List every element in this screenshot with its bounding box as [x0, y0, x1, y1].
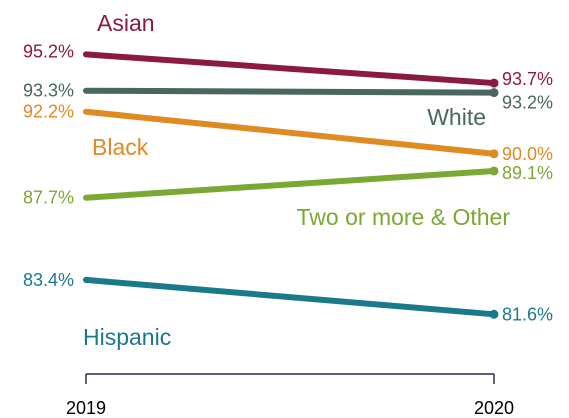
series-group: 95.2% 93.7% Asian 93.3% 93.2% White 92.2% 90.0%…	[23, 10, 553, 350]
x-tick-label-2019: 2019	[66, 398, 106, 418]
value-label-2019-white: 93.3%	[23, 81, 74, 101]
series-name-label-black: Black	[92, 134, 149, 160]
value-label-2019-two-or-more-other: 87.7%	[23, 188, 74, 208]
series-name-label-two-or-more-other: Two or more & Other	[297, 204, 511, 230]
value-label-2020-hispanic: 81.6%	[502, 304, 553, 324]
series-line-two-or-more-other	[83, 167, 497, 201]
series-end-marker-black	[489, 149, 499, 159]
value-label-2020-asian: 93.7%	[502, 69, 553, 89]
series-line-black	[83, 108, 497, 157]
value-label-2020-black: 90.0%	[502, 144, 553, 164]
x-tick-label-2020: 2020	[474, 398, 514, 418]
series-line-hispanic	[83, 276, 497, 318]
value-label-2019-hispanic: 83.4%	[23, 270, 74, 290]
series-name-label-hispanic: Hispanic	[83, 324, 171, 350]
series-name-label-white: White	[427, 104, 486, 130]
value-label-2020-two-or-more-other: 89.1%	[502, 163, 553, 183]
series-end-marker-hispanic	[489, 309, 499, 319]
value-label-2020-white: 93.2%	[502, 93, 553, 113]
value-label-2019-asian: 95.2%	[23, 41, 74, 61]
series-line-white	[83, 87, 497, 96]
series-end-marker-asian	[489, 78, 499, 88]
series-end-marker-white	[489, 88, 499, 98]
series-line-asian	[83, 51, 497, 87]
series-name-label-asian: Asian	[97, 10, 155, 36]
value-label-2019-black: 92.2%	[23, 102, 74, 122]
series-end-marker-two-or-more-other	[489, 166, 499, 176]
